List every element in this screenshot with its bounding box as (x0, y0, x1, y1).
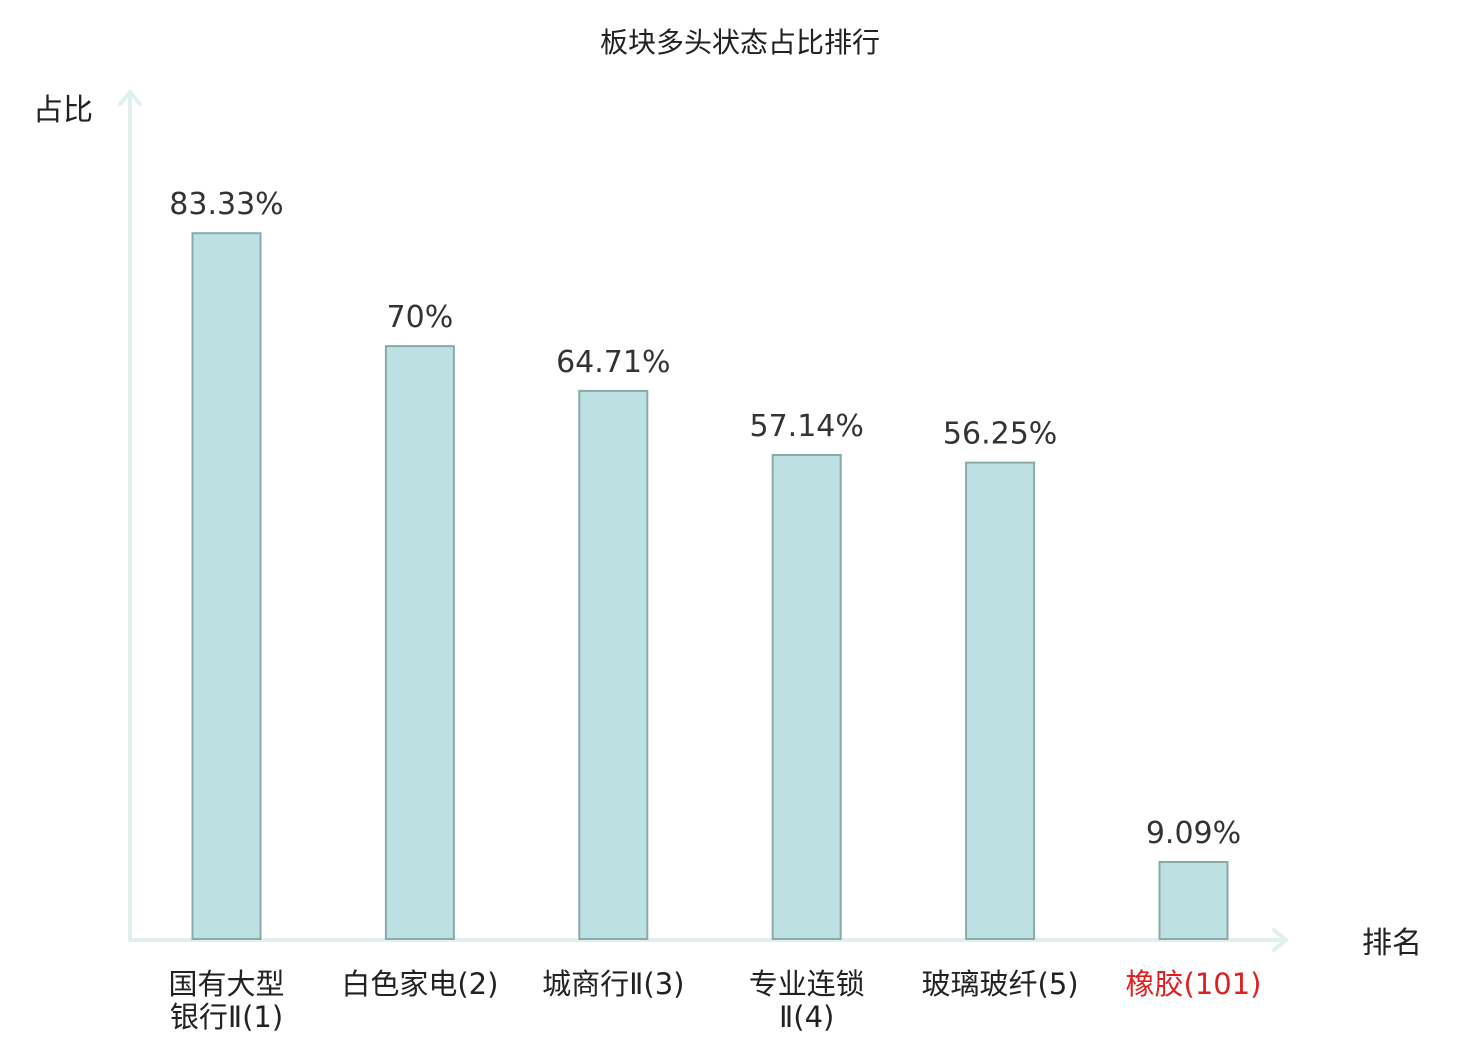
category-label-line: 国有大型 (168, 967, 284, 1001)
value-label: 64.71% (556, 345, 670, 380)
category-label: 白色家电(2) (341, 967, 498, 1001)
category-label-line: 玻璃玻纤(5) (922, 967, 1079, 1001)
value-labels-group: 83.33% 70% 64.71% 57.14% 56.25% 9.09% (169, 187, 1241, 851)
category-label: 城商行Ⅱ(3) (542, 967, 684, 1001)
category-label-line: 银行Ⅱ(1) (170, 1000, 283, 1034)
y-axis-label: 占比 (33, 93, 93, 128)
bar (965, 461, 1036, 940)
bar (578, 389, 649, 940)
category-label: 橡胶(101) (1126, 967, 1262, 1001)
value-label: 57.14% (750, 409, 864, 444)
y-axis-arrow-icon (118, 90, 142, 106)
bar (384, 345, 455, 941)
category-label-line: 城商行Ⅱ(3) (542, 967, 684, 1001)
category-labels-group: 国有大型银行Ⅱ(1) 白色家电(2) 城商行Ⅱ(3) 专业连锁 Ⅱ(4) 玻璃玻纤(5) 橡… (168, 967, 1261, 1034)
category-label-line: Ⅱ(4) (779, 1000, 834, 1034)
value-label: 70% (387, 300, 454, 335)
x-axis-arrow-icon (1272, 928, 1288, 952)
category-label-line: 专业连锁 (749, 967, 865, 1001)
value-label: 9.09% (1146, 816, 1241, 851)
value-label: 83.33% (169, 187, 283, 222)
y-axis (118, 90, 142, 942)
bars-group (191, 232, 1229, 941)
bar (771, 454, 842, 940)
bar (191, 232, 262, 940)
category-label-line: 橡胶(101) (1126, 967, 1262, 1001)
value-label: 56.25% (943, 417, 1057, 452)
x-axis (128, 928, 1288, 952)
x-axis-label: 排名 (1362, 926, 1422, 961)
bar (1158, 861, 1229, 940)
chart-title: 板块多头状态占比排行 (600, 26, 880, 59)
category-label: 玻璃玻纤(5) (922, 967, 1079, 1001)
category-label: 专业连锁 Ⅱ(4) (749, 967, 865, 1034)
category-label-line: 白色家电(2) (341, 967, 498, 1001)
category-label: 国有大型银行Ⅱ(1) (168, 967, 284, 1034)
